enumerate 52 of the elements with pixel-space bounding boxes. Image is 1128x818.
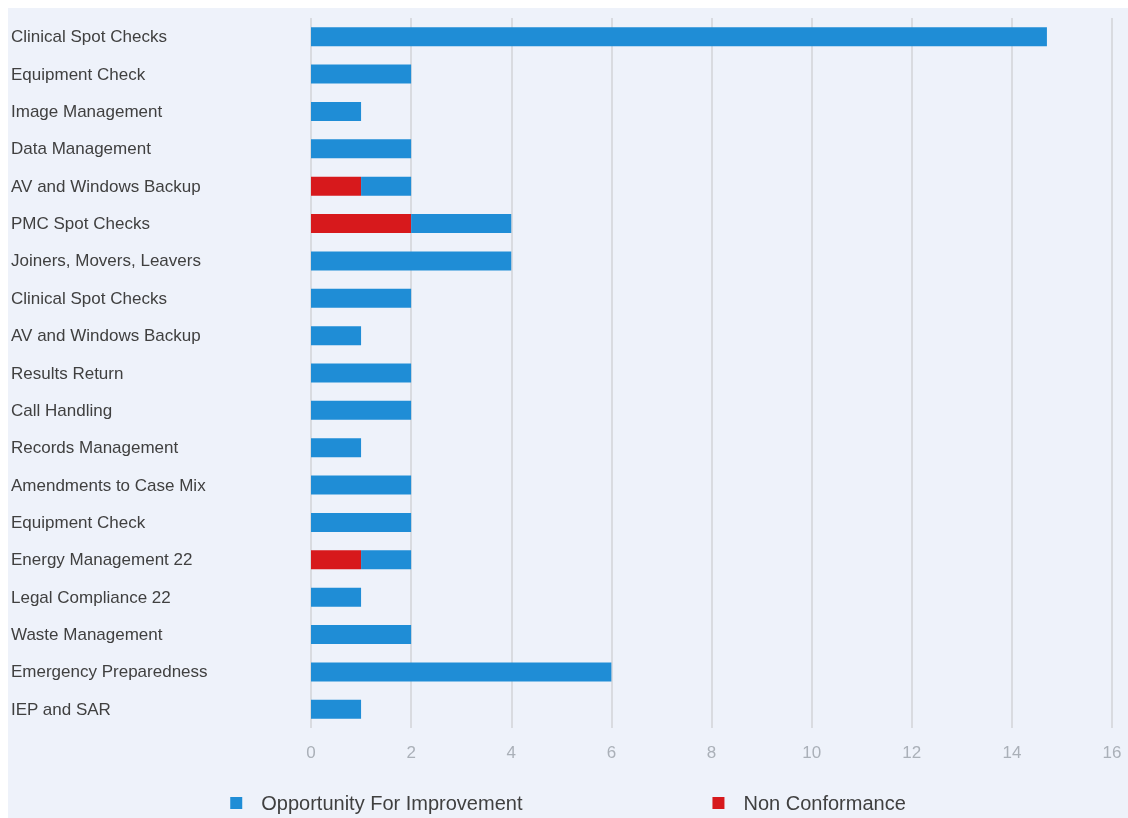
bar <box>311 550 362 570</box>
bar <box>311 64 412 84</box>
x-tick-label: 2 <box>406 743 416 762</box>
y-tick-label: Records Management <box>11 438 179 458</box>
y-tick-label: PMC Spot Checks <box>11 214 150 234</box>
y-tick-label: Legal Compliance 22 <box>11 587 171 607</box>
bar <box>311 139 412 159</box>
bar <box>311 27 1047 47</box>
x-tick-label: 14 <box>1002 743 1022 762</box>
bar <box>411 214 512 234</box>
bar <box>311 101 362 121</box>
x-tick-label: 0 <box>306 743 316 762</box>
y-tick-label: Image Management <box>11 101 163 121</box>
bar <box>311 699 362 719</box>
y-tick-label: IEP and SAR <box>11 699 111 719</box>
bar <box>361 176 412 196</box>
bar <box>311 662 612 682</box>
y-tick-label: Joiners, Movers, Leavers <box>11 251 201 271</box>
bar <box>361 550 412 570</box>
bar <box>311 176 362 196</box>
y-tick-label: AV and Windows Backup <box>11 176 201 196</box>
bar <box>311 400 412 420</box>
bar <box>311 475 412 495</box>
y-tick-label: Call Handling <box>11 400 113 420</box>
y-tick-label: Waste Management <box>11 625 163 645</box>
bar <box>311 251 512 271</box>
y-tick-label: Energy Management 22 <box>11 550 193 570</box>
y-tick-label: Clinical Spot Checks <box>11 288 167 308</box>
x-tick-label: 8 <box>706 743 717 762</box>
x-tick-label: 10 <box>802 743 822 762</box>
y-tick-label: Emergency Preparedness <box>11 662 208 682</box>
bar <box>311 326 362 346</box>
legend-label: Opportunity For Improvement <box>261 792 523 814</box>
bar <box>311 214 412 234</box>
y-tick-label: Clinical Spot Checks <box>11 27 167 47</box>
y-tick-label: Results Return <box>11 363 124 383</box>
x-tick-label: 4 <box>506 743 516 762</box>
bar <box>311 363 412 383</box>
bar <box>311 288 412 308</box>
x-tick-label: 16 <box>1102 743 1122 762</box>
bar <box>311 587 362 607</box>
x-tick-label: 6 <box>606 743 617 762</box>
y-tick-label: AV and Windows Backup <box>11 326 201 346</box>
bar <box>311 625 412 645</box>
legend-label: Non Conformance <box>743 792 906 814</box>
y-tick-label: Equipment Check <box>11 512 146 532</box>
bar <box>311 438 362 458</box>
x-tick-label: 12 <box>902 743 922 762</box>
y-tick-label: Data Management <box>11 139 152 159</box>
y-tick-label: Equipment Check <box>11 64 146 84</box>
bar <box>311 512 412 532</box>
y-tick-label: Amendments to Case Mix <box>11 475 207 495</box>
